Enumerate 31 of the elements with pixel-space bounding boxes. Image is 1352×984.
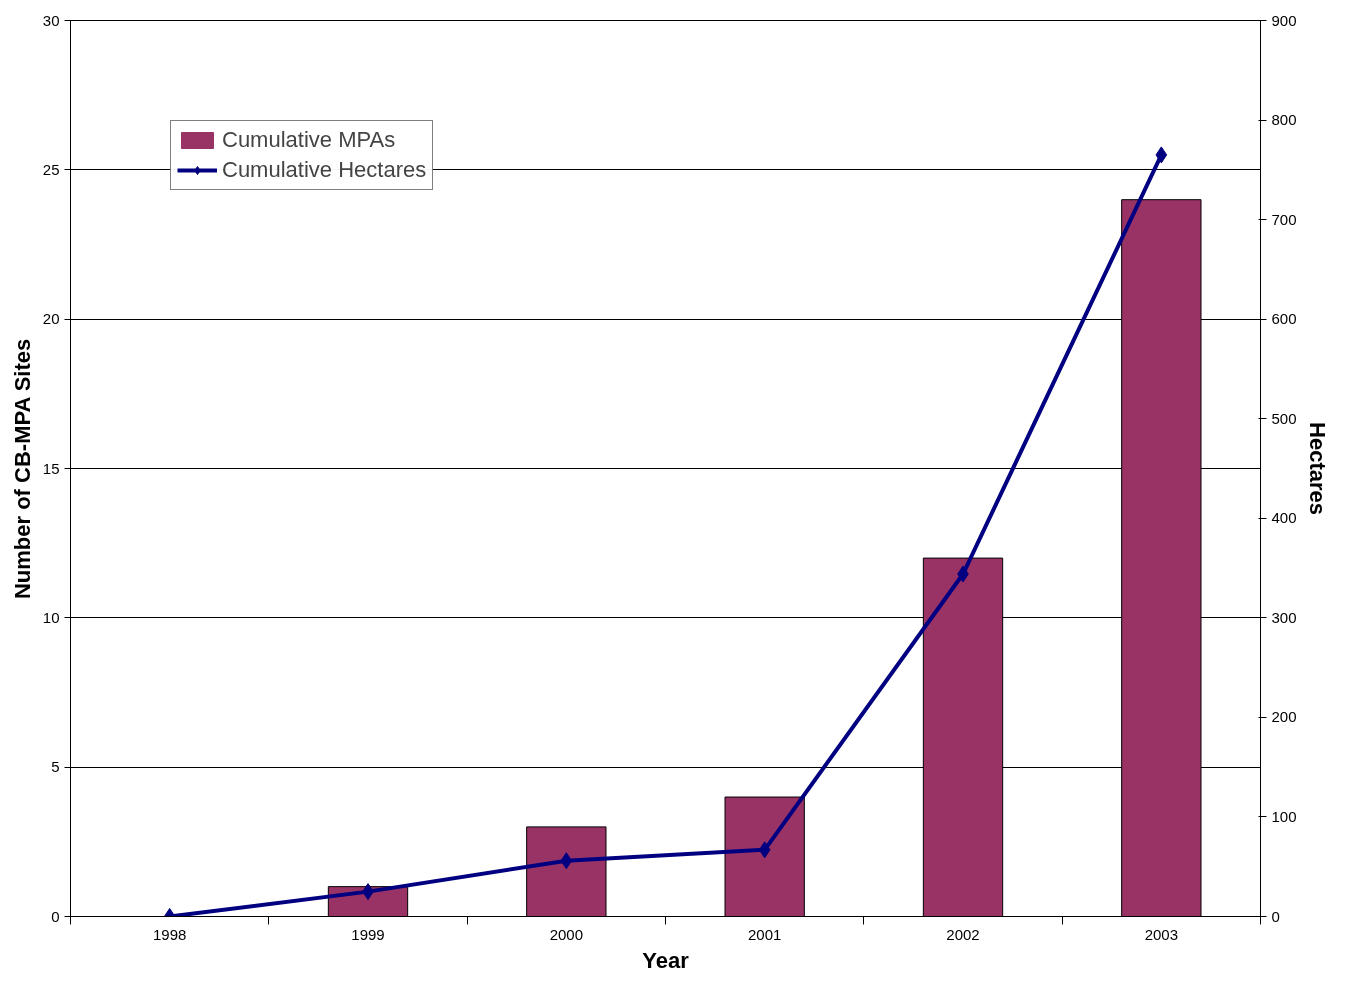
- legend-label: Cumulative MPAs: [222, 127, 396, 153]
- y-tick-label: 10: [42, 608, 60, 626]
- y-axis-title: Number of CB-MPA Sites: [9, 338, 35, 600]
- x-axis-title: Year: [642, 947, 690, 973]
- y2-axis-title: Hectares: [1304, 422, 1330, 515]
- x-tick-label: 1998: [152, 925, 187, 943]
- y2-tick-label: 200: [1271, 708, 1297, 726]
- x-tick-label: 2000: [549, 925, 584, 943]
- y-tick-label: 0: [51, 907, 60, 925]
- y-tick-label: 20: [42, 310, 60, 328]
- x-tick-label: 2002: [946, 925, 980, 943]
- x-tick-label: 2001: [747, 925, 782, 943]
- x-tick-label: 1999: [351, 925, 385, 943]
- y2-tick-label: 0: [1271, 907, 1280, 925]
- y2-tick-label: 900: [1271, 11, 1297, 29]
- y2-tick-label: 100: [1271, 807, 1297, 825]
- point: [560, 852, 573, 870]
- x-tick-label: 2003: [1144, 925, 1179, 943]
- y2-tick-label: 400: [1271, 509, 1297, 527]
- y2-tick-label: 800: [1271, 111, 1297, 129]
- point: [1155, 146, 1168, 164]
- y-tick-label: 5: [51, 758, 60, 776]
- y2-tick-label: 500: [1271, 409, 1297, 427]
- y-tick-label: 25: [42, 160, 60, 178]
- y2-tick-label: 300: [1271, 608, 1297, 626]
- legend-label: Cumulative Hectares: [222, 157, 427, 183]
- point: [758, 841, 771, 859]
- y2-tick-label: 600: [1271, 310, 1297, 328]
- y-tick-label: 30: [42, 11, 60, 29]
- y-tick-label: 15: [42, 459, 60, 477]
- y2-tick-label: 700: [1271, 210, 1297, 228]
